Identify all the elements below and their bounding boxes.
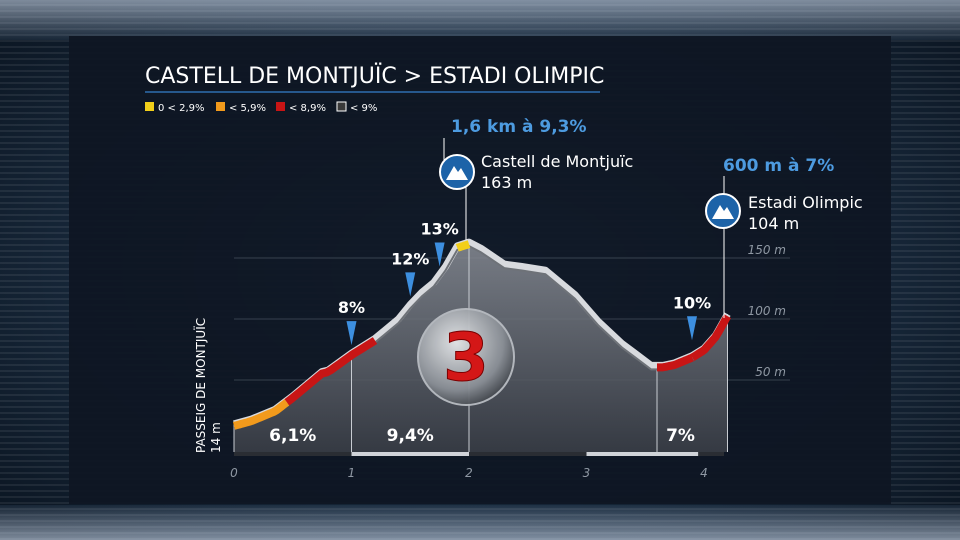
y-tick-label: 150 m — [748, 243, 786, 257]
y-tick-label: 50 m — [755, 365, 786, 379]
finish-annotation: 600 m à 7% Estadi Olimpic 104 m — [705, 156, 863, 318]
gradient-markers: 8% 12% 13% 10% — [338, 219, 711, 346]
gradient-marker-label: 8% — [338, 298, 365, 317]
finish-climb-label: 600 m à 7% — [723, 156, 834, 176]
category-badge: 3 — [417, 308, 515, 406]
section-gradient-label: 6,1% — [269, 426, 316, 446]
gradient-segment — [654, 353, 695, 372]
gradient-marker-arrow — [434, 242, 445, 267]
finish-altitude: 104 m — [748, 214, 799, 233]
chart-title: CASTELL DE MONTJUÏC > ESTADI OLIMPIC — [145, 63, 604, 89]
legend-label-grey: < 9% — [350, 103, 377, 114]
mountain-icon — [439, 154, 475, 190]
gradient-marker-arrow — [405, 272, 416, 297]
legend-label-yellow: 0 < 2,9% — [158, 103, 205, 114]
summit-annotation: 1,6 km à 9,3% Castell de Montjuïc 163 m — [439, 117, 633, 240]
legend-swatch-yellow — [145, 102, 154, 111]
gradient-segment — [690, 314, 731, 361]
category-number: 3 — [443, 319, 489, 396]
gradient-marker-arrow — [687, 316, 697, 341]
gradient-segment — [232, 399, 290, 430]
x-axis-highlight — [351, 452, 469, 456]
gradient-marker-label: 10% — [673, 293, 711, 312]
summit-altitude: 163 m — [481, 173, 532, 192]
start-name: PASSEIG DE MONTJUÏC — [193, 318, 208, 453]
x-tick-label: 1 — [348, 466, 356, 480]
climb-label: 1,6 km à 9,3% — [451, 117, 587, 137]
x-axis-bar — [234, 452, 724, 456]
legend-swatch-orange — [216, 102, 225, 111]
start-annotation: PASSEIG DE MONTJUÏC 14 m — [193, 318, 223, 453]
section-labels: 6,1% 9,4% 7% — [269, 426, 695, 446]
x-tick-label: 2 — [465, 466, 473, 480]
legend-swatch-red — [276, 102, 285, 111]
x-tick-label: 3 — [583, 466, 591, 480]
x-axis: 0 1 2 3 4 — [230, 452, 724, 480]
legend-label-red: < 8,9% — [289, 103, 326, 114]
gradient-segment — [284, 337, 378, 406]
category-circle — [417, 308, 515, 406]
mountain-icon — [705, 193, 741, 229]
finish-name: Estadi Olimpic — [748, 193, 863, 212]
x-tick-label: 0 — [230, 466, 238, 480]
legend-label-orange: < 5,9% — [229, 103, 266, 114]
y-tick-label: 100 m — [748, 304, 786, 318]
x-tick-label: 4 — [700, 466, 708, 480]
gradient-segments — [232, 240, 731, 430]
background-glow-top — [0, 0, 960, 40]
summit-name: Castell de Montjuïc — [481, 152, 633, 171]
section-gradient-label: 7% — [666, 426, 695, 446]
start-altitude: 14 m — [209, 422, 223, 453]
gradient-marker-label: 13% — [420, 219, 458, 238]
gradient-segment — [453, 240, 473, 252]
section-gradient-label: 9,4% — [387, 426, 434, 446]
section-highlights — [233, 242, 728, 452]
legend-swatch-grey — [336, 101, 347, 112]
gradient-marker-label: 12% — [391, 249, 429, 268]
x-axis-highlight — [586, 452, 699, 456]
legend: 0 < 2,9% < 5,9% < 8,9% < 9% — [145, 101, 377, 114]
gradient-marker-arrow — [346, 321, 357, 346]
background-glow-bottom — [0, 505, 960, 540]
